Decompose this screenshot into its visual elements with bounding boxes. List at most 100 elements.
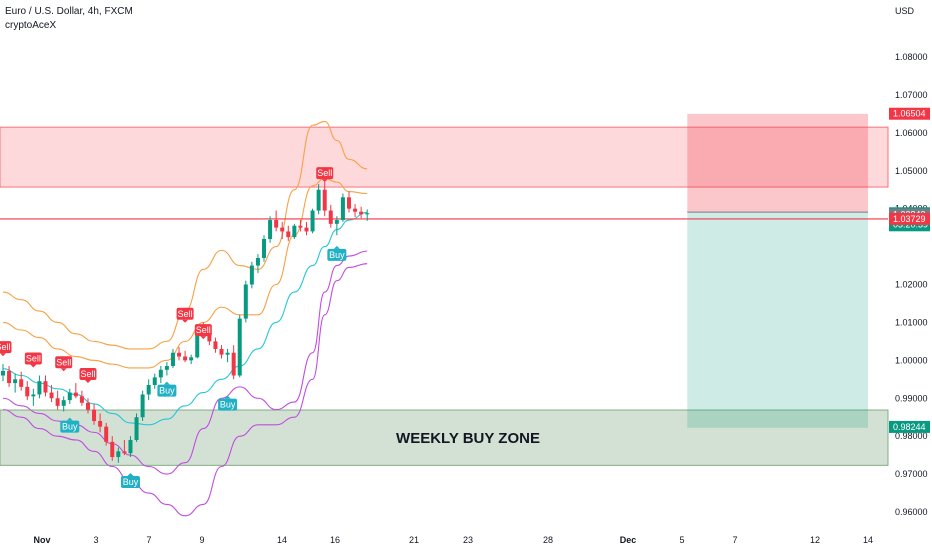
candle-body (213, 341, 218, 349)
signal-pointer (0, 353, 6, 357)
price-axis-tick-label: 1.00000 (895, 355, 928, 365)
signal-badge (176, 307, 194, 320)
time-axis-tick-label: 28 (543, 535, 553, 545)
candle-body (183, 356, 188, 361)
candle-body (170, 352, 175, 367)
price-axis-tick-label: 1.05000 (895, 166, 928, 176)
candle-body (280, 227, 285, 232)
candle-body (328, 210, 333, 224)
signal-badge (24, 352, 42, 365)
supply-zone (0, 126, 889, 188)
price-axis-tick-label: 0.97000 (895, 469, 928, 479)
band-upper-outer (2, 120, 368, 350)
signal-label: Sell (0, 342, 11, 352)
candle-body (158, 369, 163, 378)
buy-signal: Buy (120, 472, 140, 488)
candle-body (268, 220, 273, 239)
indicator-name[interactable]: cryptoAceX (5, 20, 57, 31)
candle-body (340, 197, 345, 221)
buy-signal: Buy (157, 381, 177, 397)
candle-body (316, 189, 321, 211)
signal-label: Buy (159, 386, 175, 396)
candle-body (37, 381, 42, 395)
candle-body (195, 326, 200, 358)
candle-body (243, 284, 248, 319)
candle-body (359, 211, 364, 215)
time-axis-tick-label: 16 (330, 535, 340, 545)
sell-signal: Sell (316, 167, 334, 183)
signal-badge (79, 368, 97, 381)
signal-pointer (30, 364, 37, 368)
signal-label: Buy (329, 250, 345, 260)
signal-badge (316, 167, 334, 180)
candle-body (286, 231, 291, 238)
buy-signal: Buy (60, 417, 80, 433)
candle-body (92, 409, 97, 421)
signal-pointer (182, 319, 189, 323)
sell-signal: Sell (55, 356, 73, 372)
price-tag-value: 1.03729 (893, 214, 926, 224)
candle-body (292, 225, 297, 238)
candle-body (134, 417, 139, 440)
time-axis-tick-label: 14 (277, 535, 287, 545)
signal-label: Buy (62, 422, 78, 432)
price-tag-value: 1.06504 (893, 109, 926, 119)
candle-body (322, 189, 327, 211)
candle-body (274, 220, 279, 228)
candle-body (122, 451, 127, 454)
price-tag-value: 0.98244 (893, 422, 926, 432)
candle-body (353, 208, 358, 212)
stop-loss-area (687, 113, 868, 213)
time-axis-tick-label: 14 (863, 535, 873, 545)
price-tag: 1.06504 (889, 107, 930, 120)
price-tag-bg (889, 420, 930, 433)
signal-label: Sell (178, 309, 193, 319)
candle-body (73, 392, 78, 397)
candle-body (310, 210, 315, 232)
candle-body (110, 441, 115, 458)
signal-badge (0, 341, 12, 354)
candle-body (152, 377, 157, 385)
candle-body (79, 396, 84, 403)
candle-body (67, 392, 72, 401)
candle-body (7, 370, 12, 384)
signal-badge (157, 384, 177, 397)
candle-body (55, 398, 60, 406)
candle-body (116, 451, 121, 458)
sell-signal: Sell (176, 307, 194, 323)
price-axis-tick-label: 0.98000 (895, 431, 928, 441)
price-axis-tick-label: 0.99000 (895, 393, 928, 403)
candle-body (85, 402, 90, 410)
signal-pointer (60, 368, 67, 372)
sell-signal: Sell (79, 368, 97, 384)
signal-badge (120, 475, 140, 488)
candle-body (98, 421, 103, 427)
signals-layer: SellSellSellBuySellBuyBuySellSellBuySell… (0, 167, 347, 488)
signal-pointer (321, 179, 328, 183)
band-upper-inner (2, 177, 368, 369)
signal-badge (194, 324, 212, 337)
signal-pointer (224, 395, 231, 399)
time-axis-tick-label: 7 (732, 535, 737, 545)
signal-label: Buy (220, 400, 236, 410)
price-tag: 0.98244 (889, 420, 930, 433)
signal-badge (60, 420, 80, 433)
weekly-buy-zone-label: WEEKLY BUY ZONE (396, 430, 540, 447)
signal-label: Sell (26, 354, 41, 364)
signal-pointer (333, 245, 340, 249)
price-tag-bg (889, 212, 930, 225)
price-axis-tick-label: 1.02000 (895, 280, 928, 290)
time-axis[interactable]: Nov 3 7 9 14 16 21 23 28 Dec 5 7 12 14 (33, 535, 873, 545)
price-axis[interactable]: USD 0.96000 0.97000 0.98000 0.99000 1.00000 1… (889, 6, 930, 517)
candles-layer (1, 182, 370, 463)
signal-pointer (200, 336, 207, 340)
candle-body (164, 366, 169, 370)
signal-label: Sell (56, 357, 71, 367)
signal-label: Sell (196, 325, 211, 335)
buy-signal: Buy (327, 245, 347, 261)
signal-badge (218, 398, 238, 411)
candle-body (262, 239, 267, 258)
candle-body (334, 220, 339, 224)
time-axis-tick-label: 7 (146, 535, 151, 545)
